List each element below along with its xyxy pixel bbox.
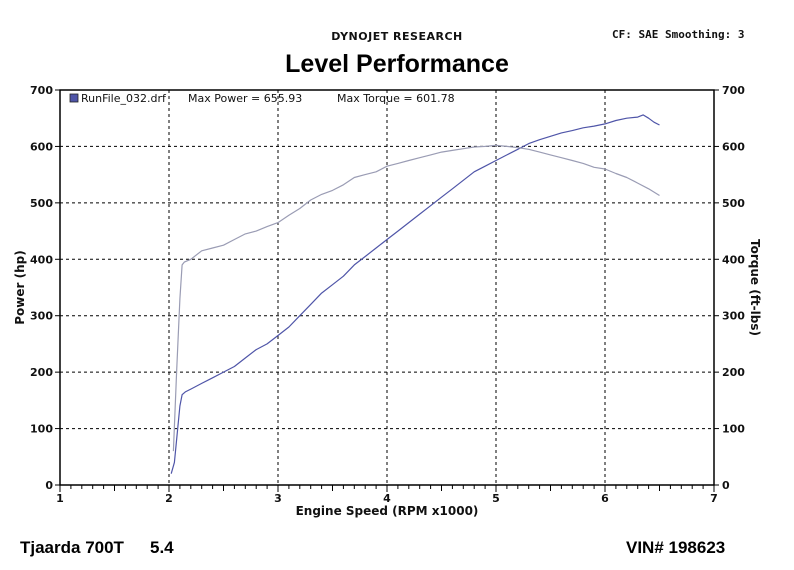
- y-tick-label-left: 700: [30, 84, 53, 97]
- series-lines: [170, 114, 660, 474]
- series-line-power: [170, 114, 660, 474]
- y-tick-label-left: 100: [30, 423, 53, 436]
- x-tick-label: 6: [601, 492, 609, 505]
- company-name: DYNOJET RESEARCH: [331, 30, 463, 43]
- engine-displacement: 5.4: [150, 538, 174, 557]
- y-tick-label-left: 400: [30, 253, 53, 266]
- y-axis-label-torque: Torque (ft-lbs): [748, 239, 762, 336]
- legend: RunFile_032.drf Max Power = 655.93 Max T…: [69, 92, 455, 105]
- grid: [60, 90, 714, 485]
- y-tick-label-right: 600: [722, 140, 745, 153]
- x-tick-label: 5: [492, 492, 500, 505]
- y-axis-label-power: Power (hp): [13, 250, 27, 324]
- x-tick-label: 2: [165, 492, 173, 505]
- y-tick-label-right: 0: [722, 479, 730, 492]
- y-tick-label-left: 600: [30, 140, 53, 153]
- y-tick-label-right: 700: [722, 84, 745, 97]
- x-axis-label: Engine Speed (RPM x1000): [296, 504, 479, 518]
- correction-factor-info: CF: SAE Smoothing: 3: [612, 28, 745, 41]
- legend-swatch: [69, 93, 79, 103]
- vin-number: VIN# 198623: [626, 538, 726, 557]
- chart-title: Level Performance: [285, 50, 509, 78]
- y-tick-label-left: 500: [30, 197, 53, 210]
- vehicle-model: Tjaarda 700T: [20, 538, 124, 557]
- legend-max-torque: Max Torque = 601.78: [337, 92, 455, 105]
- legend-run-label: RunFile_032.drf: [81, 92, 167, 105]
- y-tick-label-right: 300: [722, 310, 745, 323]
- y-tick-label-left: 200: [30, 366, 53, 379]
- y-tick-label-right: 100: [722, 423, 745, 436]
- y-tick-label-left: 300: [30, 310, 53, 323]
- y-tick-label-right: 200: [722, 366, 745, 379]
- y-tick-label-left: 0: [45, 479, 53, 492]
- series-line-torque: [172, 144, 660, 452]
- legend-max-power: Max Power = 655.93: [188, 92, 302, 105]
- plot-frame: [59, 89, 715, 486]
- x-tick-label: 1: [56, 492, 64, 505]
- x-tick-label: 3: [274, 492, 282, 505]
- x-tick-label: 7: [710, 492, 718, 505]
- x-tick-label: 4: [383, 492, 391, 505]
- y-tick-label-right: 400: [722, 253, 745, 266]
- y-tick-label-right: 500: [722, 197, 745, 210]
